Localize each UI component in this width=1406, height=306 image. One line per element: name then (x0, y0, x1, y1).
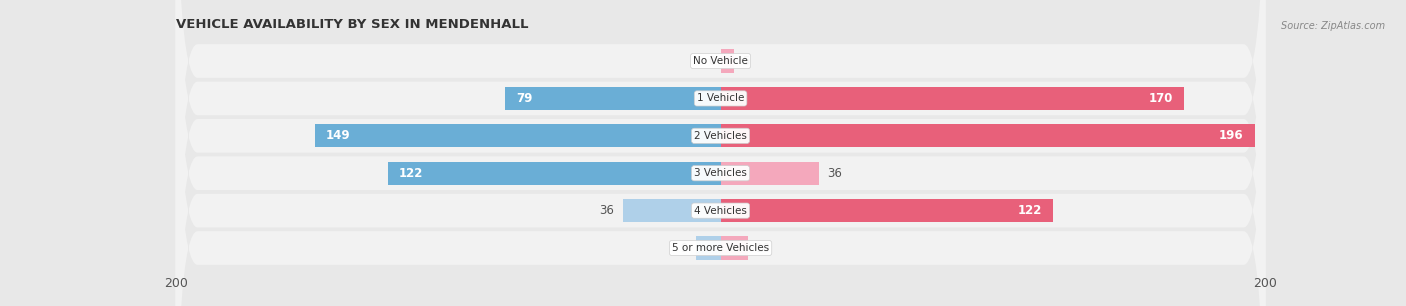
Text: No Vehicle: No Vehicle (693, 56, 748, 66)
Text: 9: 9 (681, 241, 688, 255)
FancyBboxPatch shape (176, 0, 1265, 306)
Text: 36: 36 (599, 204, 614, 217)
Text: 170: 170 (1149, 92, 1173, 105)
Text: 2 Vehicles: 2 Vehicles (695, 131, 747, 141)
Bar (721, 124, 1254, 147)
FancyBboxPatch shape (176, 0, 1265, 306)
Bar (721, 87, 1184, 110)
Text: 10: 10 (756, 241, 770, 255)
Text: 5 or more Vehicles: 5 or more Vehicles (672, 243, 769, 253)
Text: Source: ZipAtlas.com: Source: ZipAtlas.com (1281, 21, 1385, 32)
Text: 0: 0 (707, 54, 716, 68)
Bar (721, 237, 748, 259)
Text: VEHICLE AVAILABILITY BY SEX IN MENDENHALL: VEHICLE AVAILABILITY BY SEX IN MENDENHAL… (176, 18, 529, 32)
FancyBboxPatch shape (176, 0, 1265, 306)
Bar (696, 237, 721, 259)
Bar (505, 87, 721, 110)
Text: 79: 79 (516, 92, 533, 105)
Text: 122: 122 (399, 167, 423, 180)
Bar (721, 199, 1053, 222)
Text: 149: 149 (326, 129, 350, 142)
Text: 3 Vehicles: 3 Vehicles (695, 168, 747, 178)
Bar (721, 50, 734, 73)
Bar (721, 162, 818, 185)
Bar (388, 162, 721, 185)
FancyBboxPatch shape (176, 0, 1265, 306)
Bar (315, 124, 721, 147)
Text: 36: 36 (827, 167, 842, 180)
Text: 1 Vehicle: 1 Vehicle (697, 93, 744, 103)
FancyBboxPatch shape (176, 0, 1265, 306)
Text: 122: 122 (1018, 204, 1042, 217)
FancyBboxPatch shape (176, 0, 1265, 306)
Text: 4 Vehicles: 4 Vehicles (695, 206, 747, 216)
Text: 196: 196 (1219, 129, 1244, 142)
Text: 5: 5 (742, 54, 749, 68)
Bar (623, 199, 721, 222)
